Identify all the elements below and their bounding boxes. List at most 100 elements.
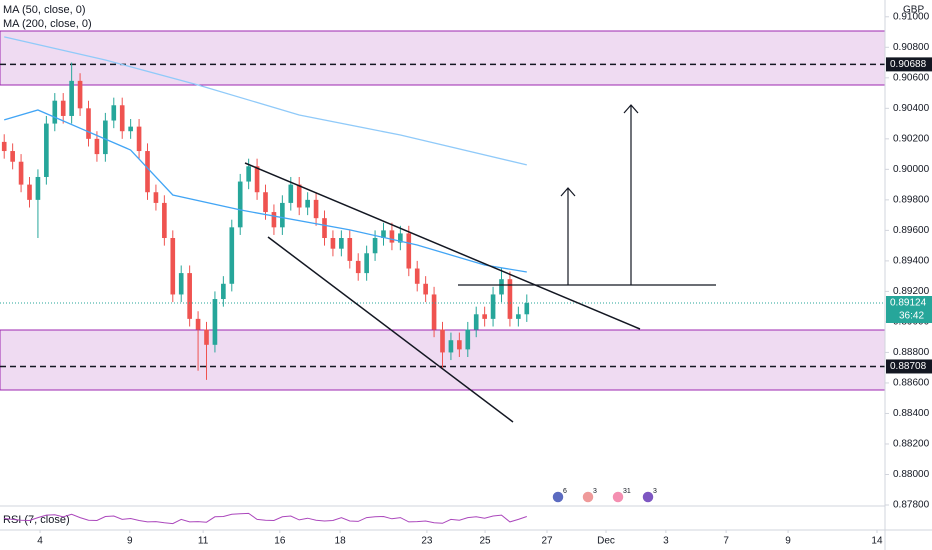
candle-body <box>44 123 49 177</box>
event-count: 3 <box>653 488 657 495</box>
legend-entry[interactable]: MA (50, close, 0) <box>3 4 86 16</box>
candle-body <box>288 184 294 203</box>
candle-body <box>507 279 513 319</box>
candle-body <box>465 329 471 350</box>
supply-zone <box>0 30 886 86</box>
candle-body <box>94 138 100 155</box>
x-tick-label: Dec <box>597 536 615 547</box>
y-tick-label: 0.90000 <box>893 164 930 175</box>
candle-body <box>69 80 74 116</box>
candle-body <box>516 314 521 319</box>
y-tick-label: 0.88400 <box>893 408 930 419</box>
arrow-head <box>623 104 639 114</box>
candle-body <box>119 105 125 132</box>
x-tick-label: 4 <box>37 536 43 547</box>
event-icon[interactable] <box>581 490 595 504</box>
level-label: 0.88708 <box>890 361 927 372</box>
candle-body <box>237 181 243 228</box>
candle-body <box>364 253 369 274</box>
y-tick-label: 0.89600 <box>893 225 930 236</box>
candle-body <box>524 303 530 315</box>
candle-body <box>229 227 235 284</box>
candle-body <box>178 273 184 295</box>
candle-body <box>212 299 218 345</box>
rsi-label[interactable]: RSI (7, close) <box>3 514 70 526</box>
event-count: 31 <box>623 488 631 495</box>
candle-body <box>305 199 310 208</box>
y-tick-label: 0.88000 <box>893 469 930 480</box>
candle-body <box>162 202 167 239</box>
event-icon[interactable] <box>611 490 625 504</box>
x-tick-label: 11 <box>198 536 209 547</box>
candle-body <box>128 126 133 132</box>
x-tick-label: 3 <box>663 536 669 547</box>
y-tick-label: 0.89800 <box>893 195 930 206</box>
candle-body <box>60 100 66 116</box>
candle-body <box>398 233 403 243</box>
level-label: 0.90688 <box>890 59 927 70</box>
candle-body <box>280 202 285 228</box>
event-icon[interactable] <box>641 490 655 504</box>
candle-body <box>473 314 479 330</box>
y-tick-label: 0.90800 <box>893 42 930 53</box>
candle-body <box>431 294 437 330</box>
last-price-label: 0.89124 <box>890 298 927 309</box>
candle-body <box>440 329 445 353</box>
candle-body <box>339 238 344 249</box>
candle-body <box>457 340 462 350</box>
candle-body <box>187 273 192 319</box>
y-tick-label: 0.89400 <box>893 256 930 267</box>
event-icon[interactable] <box>551 490 565 504</box>
candle-body <box>406 233 412 269</box>
currency: GBP <box>903 5 924 16</box>
candle-body <box>414 268 420 284</box>
candle-body <box>296 184 302 208</box>
x-tick-label: 23 <box>421 536 433 547</box>
candle-body <box>136 126 142 152</box>
drawings <box>244 104 716 423</box>
candle-body <box>330 238 336 249</box>
lower-trendline <box>267 236 514 423</box>
candle-body <box>170 238 176 295</box>
y-tick-label: 0.89200 <box>893 286 930 297</box>
arrow-head <box>560 187 576 197</box>
candle-body <box>246 166 251 182</box>
x-tick-label: 9 <box>785 536 791 547</box>
candle-body <box>145 151 150 193</box>
candle-body <box>313 199 319 219</box>
x-tick-label: 7 <box>723 536 729 547</box>
countdown: 36:42 <box>899 311 924 322</box>
rsi-line <box>4 512 527 525</box>
candle-body <box>389 230 395 243</box>
x-tick-label: 18 <box>335 536 347 547</box>
event-count: 3 <box>593 488 597 495</box>
level-label-box <box>886 359 932 374</box>
y-tick-label: 0.88800 <box>893 347 930 358</box>
candle-body <box>482 314 487 319</box>
candle-body <box>372 238 378 254</box>
candle-body <box>204 329 209 345</box>
legend-entry[interactable]: MA (200, close, 0) <box>3 18 92 30</box>
candle-body <box>153 192 159 203</box>
candle-body <box>27 184 32 200</box>
candle-body <box>52 100 58 124</box>
x-tick-label: 25 <box>480 536 492 547</box>
y-tick-label: 0.88600 <box>893 378 930 389</box>
candle-body <box>35 176 41 200</box>
level-label-box <box>886 57 932 72</box>
candle-body <box>448 340 454 353</box>
candle-body <box>355 260 361 274</box>
x-tick-label: 14 <box>871 536 883 547</box>
ma-line <box>4 109 527 273</box>
y-tick-label: 0.90200 <box>893 133 930 144</box>
plot-area <box>0 36 885 380</box>
candle-body <box>221 283 226 300</box>
x-tick-label: 16 <box>274 536 286 547</box>
candle-body <box>18 161 24 185</box>
y-tick-label: 0.90400 <box>893 103 930 114</box>
y-tick-label: 0.91000 <box>893 11 930 22</box>
y-tick-label: 0.87800 <box>893 500 930 511</box>
candle-body <box>103 120 108 155</box>
ma-line <box>4 36 527 166</box>
